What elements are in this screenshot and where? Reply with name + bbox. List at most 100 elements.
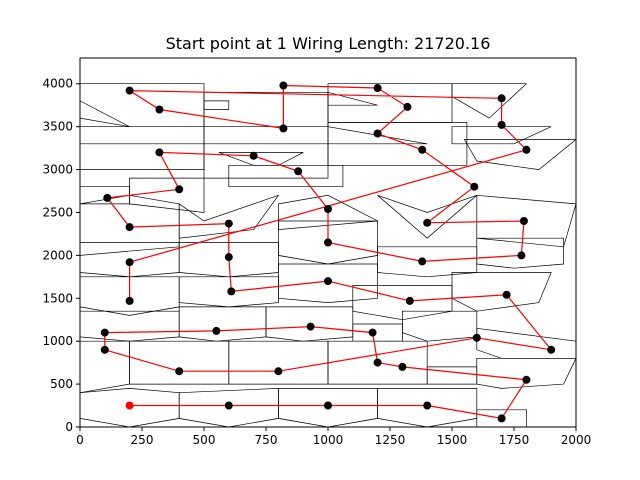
room-outline bbox=[476, 409, 527, 427]
route-point bbox=[125, 296, 134, 305]
route-point bbox=[324, 277, 332, 286]
route-point bbox=[373, 358, 382, 367]
y-tick-label: 1000 bbox=[42, 334, 73, 348]
route-point bbox=[522, 375, 531, 384]
room-outline bbox=[476, 327, 576, 359]
route-point bbox=[100, 345, 109, 354]
room-outline bbox=[129, 177, 205, 213]
room-outline bbox=[203, 143, 329, 179]
room-outline bbox=[451, 126, 552, 145]
room-outline bbox=[402, 310, 478, 342]
x-tick-label: 1750 bbox=[499, 433, 530, 447]
route-point bbox=[279, 81, 288, 90]
y-tick-label: 1500 bbox=[42, 291, 73, 305]
room-outline bbox=[278, 220, 378, 265]
wiring-points bbox=[100, 81, 556, 423]
room-outline bbox=[178, 242, 279, 278]
route-point bbox=[227, 287, 236, 296]
route-point bbox=[125, 86, 134, 95]
chart-title: Start point at 1 Wiring Length: 21720.16 bbox=[166, 34, 491, 53]
room-outline bbox=[228, 340, 329, 385]
route-point bbox=[423, 401, 432, 410]
route-point bbox=[274, 367, 283, 376]
room-outline bbox=[178, 194, 280, 239]
route-point bbox=[175, 367, 184, 376]
route-point bbox=[547, 345, 556, 354]
route-point bbox=[125, 258, 134, 267]
room-outline bbox=[463, 139, 576, 170]
route-point bbox=[125, 223, 134, 232]
room-outline bbox=[178, 306, 267, 342]
room-outline bbox=[327, 83, 453, 123]
y-tick-label: 2000 bbox=[42, 248, 73, 262]
x-tick-label: 750 bbox=[255, 433, 278, 447]
route-point bbox=[519, 217, 528, 225]
start-point bbox=[125, 401, 134, 410]
room-outline bbox=[80, 100, 130, 128]
route-point bbox=[373, 129, 382, 138]
route-point bbox=[373, 84, 382, 92]
room-outline bbox=[377, 388, 478, 427]
route-point bbox=[497, 94, 506, 103]
room-outline bbox=[265, 306, 354, 342]
route-point bbox=[224, 253, 233, 262]
room-outline bbox=[451, 272, 552, 312]
room-outline bbox=[278, 388, 378, 427]
route-point bbox=[306, 322, 315, 331]
room-outline bbox=[426, 366, 478, 385]
route-point bbox=[175, 185, 184, 194]
room-outline bbox=[203, 100, 230, 110]
route-point bbox=[517, 251, 526, 260]
route-point bbox=[155, 148, 164, 157]
route-point bbox=[368, 328, 377, 337]
x-tick-label: 250 bbox=[131, 433, 154, 447]
route-point bbox=[279, 124, 288, 133]
route-point bbox=[405, 296, 414, 305]
route-point bbox=[418, 257, 427, 266]
route-point bbox=[212, 326, 221, 335]
y-tick-label: 3500 bbox=[42, 120, 73, 134]
x-tick-label: 1500 bbox=[437, 433, 468, 447]
room-outline bbox=[80, 126, 205, 170]
room-outline bbox=[80, 242, 180, 278]
room-outline bbox=[377, 194, 478, 239]
axes: 0 250 500 750 1000 1250 1500 1750 2000 0 500 1000 15… bbox=[42, 57, 591, 447]
floorplan-shapes bbox=[80, 83, 576, 427]
room-outline bbox=[327, 91, 378, 106]
route-point bbox=[522, 145, 531, 154]
x-tick-label: 0 bbox=[76, 433, 84, 447]
route-point bbox=[497, 414, 506, 423]
room-outline bbox=[178, 388, 279, 427]
route-point bbox=[224, 401, 233, 410]
route-point bbox=[224, 219, 233, 228]
room-outline bbox=[476, 357, 576, 389]
y-tick-label: 3000 bbox=[42, 163, 73, 177]
room-outline bbox=[327, 122, 468, 166]
route-point bbox=[100, 328, 109, 337]
route-point bbox=[324, 205, 332, 213]
x-tick-label: 1250 bbox=[375, 433, 406, 447]
room-outline bbox=[352, 323, 403, 342]
y-tick-label: 4000 bbox=[42, 77, 73, 91]
route-point bbox=[155, 105, 164, 114]
route-point bbox=[294, 167, 303, 176]
route-point bbox=[472, 333, 481, 342]
room-outline bbox=[451, 83, 528, 119]
route-point bbox=[324, 401, 332, 410]
route-point bbox=[502, 290, 511, 299]
room-outline bbox=[80, 310, 180, 342]
room-outline bbox=[476, 237, 564, 269]
room-outline bbox=[178, 276, 279, 308]
x-tick-label: 500 bbox=[193, 433, 216, 447]
route-point bbox=[418, 145, 427, 154]
route-point bbox=[403, 102, 412, 111]
route-point bbox=[423, 218, 432, 227]
room-outline bbox=[129, 340, 230, 385]
route-point bbox=[249, 151, 258, 160]
route-point bbox=[398, 362, 407, 371]
route-point bbox=[497, 120, 506, 129]
y-tick-label: 500 bbox=[50, 377, 73, 391]
route-point bbox=[324, 238, 332, 247]
y-tick-label: 2500 bbox=[42, 205, 73, 219]
